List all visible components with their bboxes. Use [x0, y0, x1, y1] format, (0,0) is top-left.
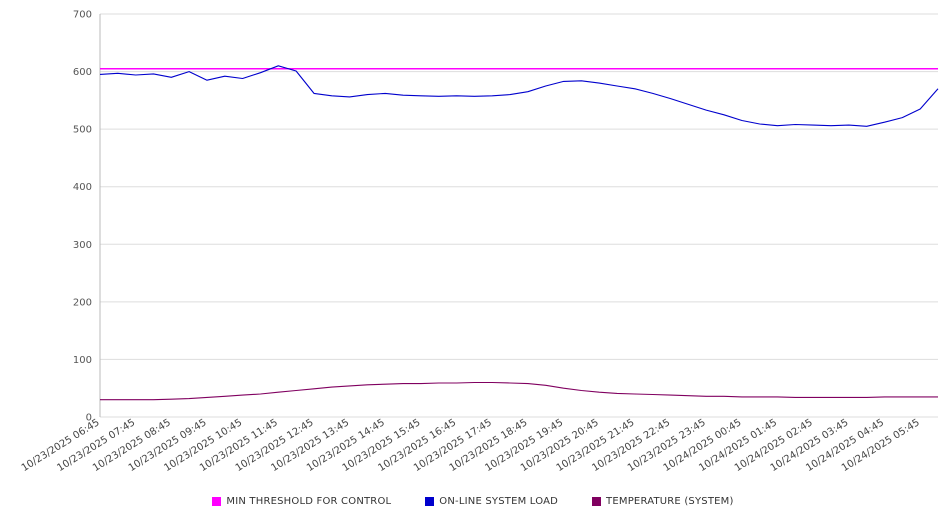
legend-label-online-system-load: ON-LINE SYSTEM LOAD — [439, 496, 559, 507]
legend-label-temperature-system: TEMPERATURE (SYSTEM) — [606, 496, 734, 507]
y-tick-label: 0 — [86, 413, 92, 424]
legend-item-online-system-load[interactable]: ON-LINE SYSTEM LOAD — [425, 496, 558, 507]
legend-swatch-temperature-system-icon — [592, 497, 602, 506]
legend-item-temperature-system[interactable]: TEMPERATURE (SYSTEM) — [592, 496, 734, 507]
y-tick-label: 200 — [73, 297, 92, 308]
y-tick-label: 400 — [73, 182, 92, 193]
y-tick-label: 500 — [73, 125, 92, 136]
y-tick-label: 600 — [73, 67, 92, 78]
y-tick-label: 300 — [73, 240, 92, 251]
legend-swatch-online-system-load-icon — [425, 497, 435, 506]
legend-item-min-threshold[interactable]: MIN THRESHOLD FOR CONTROL — [212, 496, 391, 507]
legend-swatch-min-threshold-icon — [212, 497, 222, 506]
y-tick-label: 100 — [73, 355, 92, 366]
legend-label-min-threshold: MIN THRESHOLD FOR CONTROL — [226, 496, 392, 507]
series-line-2 — [100, 381, 938, 401]
series-line-1 — [99, 65, 939, 127]
chart-legend: MIN THRESHOLD FOR CONTROL ON-LINE SYSTEM… — [0, 496, 946, 507]
y-tick-label: 700 — [73, 10, 92, 21]
